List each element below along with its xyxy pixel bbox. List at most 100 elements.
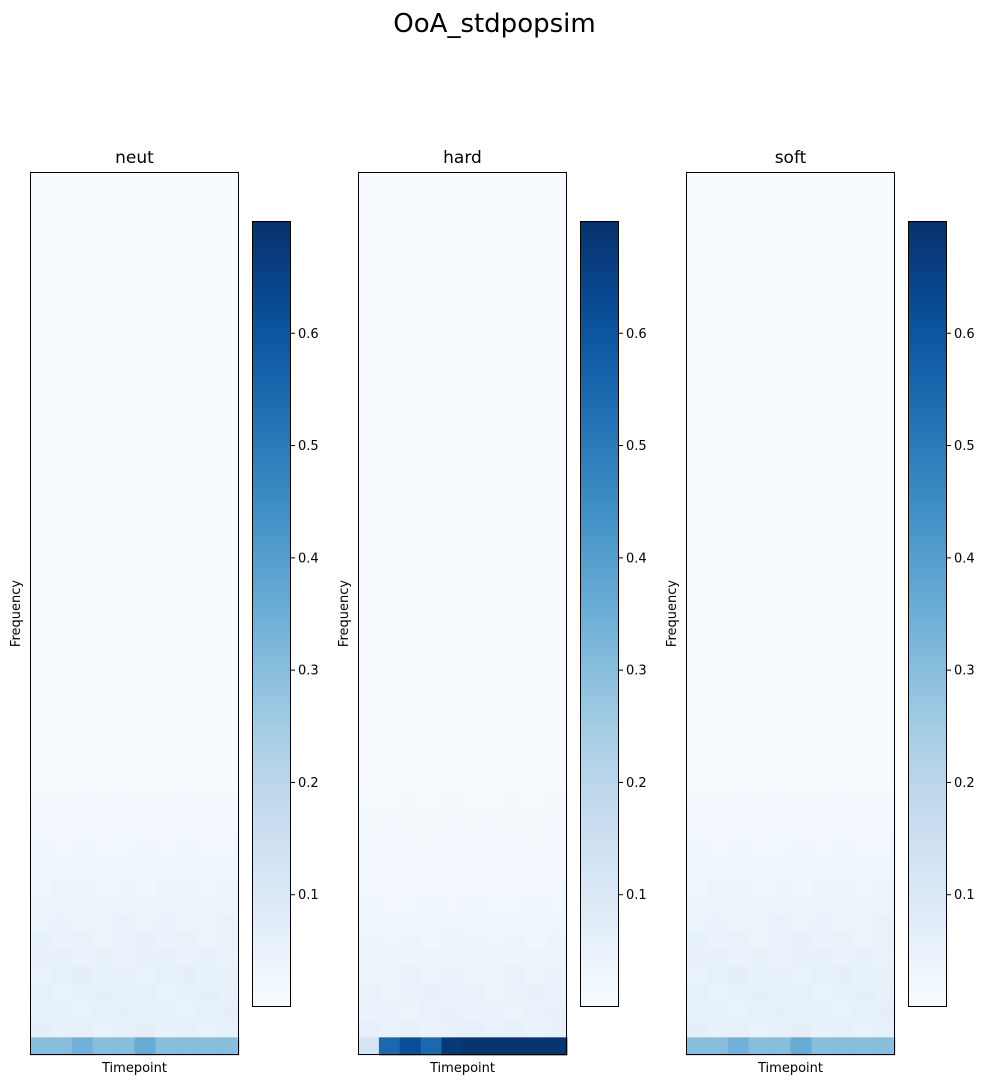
heatmap-cell	[113, 860, 135, 879]
heatmap-cell	[769, 860, 791, 879]
heatmap-cell	[832, 878, 854, 897]
heatmap-cell	[462, 913, 484, 932]
heatmap-cell	[525, 843, 547, 862]
heatmap-cell	[790, 1002, 812, 1021]
heatmap-cell	[546, 843, 568, 862]
heatmap-cell	[358, 825, 380, 844]
heatmap-cell	[504, 825, 526, 844]
heatmap-cell	[686, 931, 708, 950]
heatmap-cell	[546, 984, 568, 1003]
heatmap-cell	[853, 949, 875, 968]
heatmap-cell	[462, 966, 484, 985]
heatmap-cell	[399, 913, 422, 932]
heatmap-cell	[748, 896, 770, 915]
heatmap-cell	[30, 931, 52, 950]
heatmap-cell	[686, 878, 708, 897]
heatmap-cell	[176, 931, 198, 950]
heatmap-cell	[134, 843, 156, 862]
heatmap-cell	[71, 860, 94, 879]
heatmap-cell	[176, 843, 198, 862]
heatmap-cell	[504, 1037, 526, 1056]
heatmap-cell	[218, 949, 240, 968]
heatmap-cell	[462, 825, 484, 844]
heatmap-cell	[504, 931, 526, 950]
heatmap-cell	[218, 825, 240, 844]
heatmap-cell	[155, 860, 177, 879]
heatmap-cell	[358, 878, 380, 897]
heatmap-cell	[483, 1002, 505, 1021]
colorbar	[252, 221, 291, 1007]
heatmap-cell	[483, 1037, 505, 1056]
heatmap-cell	[399, 896, 422, 915]
colorbar	[908, 221, 947, 1007]
heatmap-cell	[706, 790, 729, 809]
heatmap-cell	[706, 807, 729, 826]
colorbar-tick-label: 0.2	[954, 776, 975, 791]
heatmap-cell	[420, 790, 442, 809]
heatmap-cell	[155, 966, 177, 985]
heatmap-cell	[134, 790, 156, 809]
heatmap-cell	[462, 1037, 484, 1056]
colorbar-tick-label: 0.1	[626, 888, 647, 903]
heatmap-cell	[378, 860, 401, 879]
heatmap-cell	[358, 1037, 380, 1056]
heatmap-cell	[769, 913, 791, 932]
heatmap-cell	[218, 843, 240, 862]
heatmap-cell	[727, 984, 750, 1003]
heatmap-cell	[525, 1019, 547, 1038]
heatmap-cell	[811, 896, 833, 915]
heatmap-cell	[50, 966, 73, 985]
heatmap-cell	[420, 949, 442, 968]
heatmap-cell	[853, 1019, 875, 1038]
heatmap-cell	[769, 966, 791, 985]
heatmap-cell	[483, 790, 505, 809]
heatmap-cell	[399, 931, 422, 950]
colorbar-tick-label: 0.1	[298, 888, 319, 903]
heatmap-cell	[358, 843, 380, 862]
heatmap-cell	[686, 966, 708, 985]
heatmap-cell	[378, 878, 401, 897]
heatmap-cell	[30, 949, 52, 968]
heatmap-cell	[420, 1019, 442, 1038]
heatmap-cell	[176, 949, 198, 968]
heatmap-cell	[50, 860, 73, 879]
heatmap-cell	[727, 1037, 750, 1056]
heatmap-cell	[853, 1002, 875, 1021]
heatmap-cell	[134, 931, 156, 950]
heatmap-cell	[155, 913, 177, 932]
heatmap-cell	[853, 966, 875, 985]
heatmap-cell	[92, 1037, 114, 1056]
heatmap-cell	[769, 843, 791, 862]
heatmap-cell	[790, 896, 812, 915]
heatmap-cell	[50, 984, 73, 1003]
heatmap-cell	[832, 807, 854, 826]
heatmap-cell	[71, 1002, 94, 1021]
heatmap-cell	[874, 843, 896, 862]
heatmap-cell	[832, 843, 854, 862]
heatmap-cell	[483, 843, 505, 862]
heatmap-cell	[441, 860, 463, 879]
heatmap-cell	[441, 949, 463, 968]
heatmap-cell	[546, 1037, 568, 1056]
heatmap-cell	[197, 843, 219, 862]
heatmap-cell	[769, 878, 791, 897]
heatmap-cell	[874, 1019, 896, 1038]
heatmap-cell	[832, 966, 854, 985]
heatmap-cell	[748, 807, 770, 826]
heatmap-cell	[50, 1037, 73, 1056]
heatmap-cell	[525, 1037, 547, 1056]
heatmap-cell	[769, 984, 791, 1003]
heatmap-cell	[441, 896, 463, 915]
heatmap-cell	[30, 878, 52, 897]
heatmap-cell	[874, 1037, 896, 1056]
heatmap-cell	[748, 966, 770, 985]
heatmap-cell	[706, 984, 729, 1003]
heatmap-cell	[420, 984, 442, 1003]
heatmap-cell	[441, 1002, 463, 1021]
heatmap-cell	[71, 878, 94, 897]
heatmap-cell	[378, 843, 401, 862]
heatmap-cell	[197, 984, 219, 1003]
heatmap-cell	[176, 984, 198, 1003]
heatmap-cell	[727, 1002, 750, 1021]
heatmap-cell	[134, 984, 156, 1003]
